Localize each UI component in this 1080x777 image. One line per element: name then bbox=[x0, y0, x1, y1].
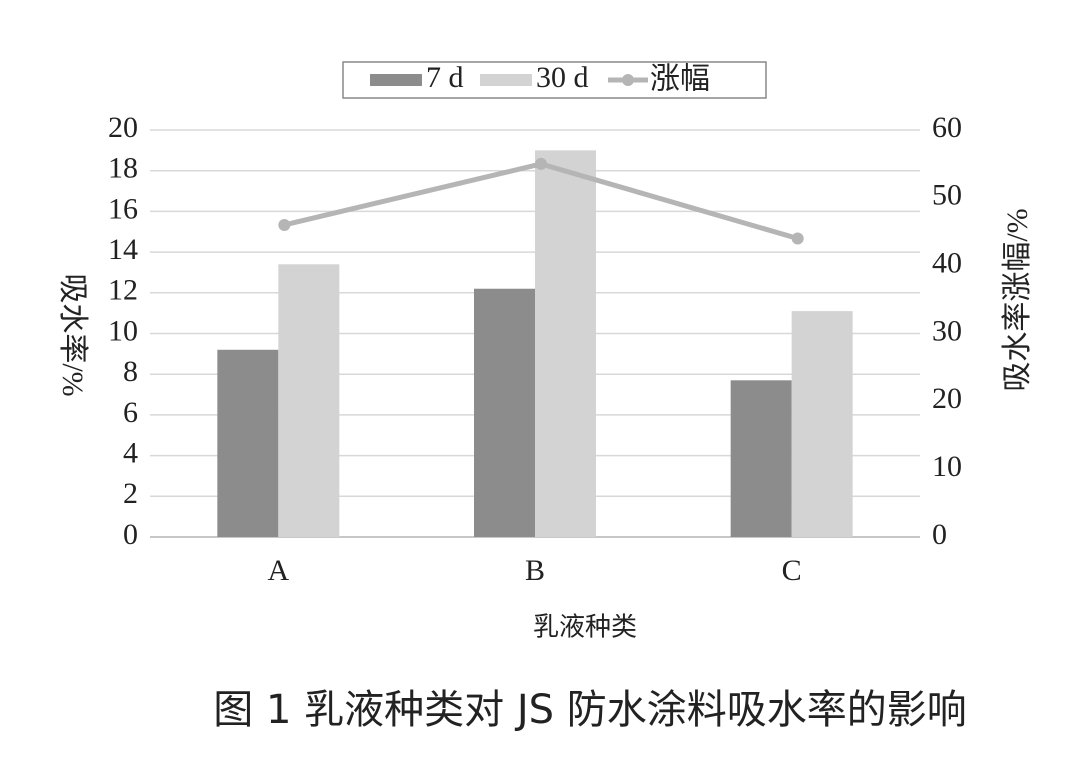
bar bbox=[474, 288, 535, 537]
y-tick-label: 6 bbox=[123, 396, 138, 429]
line-marker bbox=[535, 157, 547, 170]
y-tick-label: 10 bbox=[108, 314, 138, 347]
legend-label: 7 d bbox=[426, 61, 464, 94]
legend-swatch bbox=[370, 74, 422, 86]
bar bbox=[730, 380, 792, 537]
y2-tick-label: 0 bbox=[932, 518, 947, 551]
y2-tick-label: 20 bbox=[932, 382, 962, 415]
bar bbox=[791, 311, 853, 537]
y-tick-label: 2 bbox=[123, 477, 138, 510]
y2-axis-label: 吸水率涨幅/% bbox=[1001, 208, 1034, 391]
legend-label: 30 d bbox=[536, 61, 589, 94]
y-axis-label: 吸水率/% bbox=[56, 273, 89, 396]
legend-swatch bbox=[622, 74, 634, 86]
y-tick-label: 18 bbox=[108, 152, 138, 185]
y-tick-label: 8 bbox=[123, 355, 138, 388]
y-tick-label: 4 bbox=[123, 436, 138, 469]
legend-box bbox=[342, 61, 767, 99]
line-marker bbox=[791, 232, 804, 245]
y2-tick-label: 10 bbox=[932, 450, 962, 483]
x-tick-label: A bbox=[267, 554, 289, 587]
bar bbox=[535, 150, 596, 537]
chart-title: 图 1 乳液种类对 JS 防水涂料吸水率的影响 bbox=[213, 687, 967, 733]
y-tick-label: 14 bbox=[108, 233, 138, 266]
y2-tick-label: 30 bbox=[932, 314, 962, 347]
y2-tick-label: 50 bbox=[932, 179, 962, 212]
y2-tick-label: 60 bbox=[932, 111, 962, 144]
y2-tick-label: 40 bbox=[932, 247, 962, 280]
y-tick-label: 16 bbox=[108, 192, 138, 225]
legend-label: 涨幅 bbox=[650, 62, 710, 97]
x-tick-label: B bbox=[525, 554, 545, 587]
x-axis-label: 乳液种类 bbox=[533, 613, 637, 643]
y-tick-label: 20 bbox=[108, 111, 138, 144]
bar bbox=[217, 349, 279, 537]
x-tick-label: C bbox=[782, 554, 802, 587]
legend-swatch bbox=[480, 74, 532, 86]
bar bbox=[278, 264, 340, 537]
y-tick-label: 12 bbox=[108, 274, 138, 307]
y-tick-label: 0 bbox=[123, 518, 138, 551]
line-marker bbox=[278, 218, 291, 231]
